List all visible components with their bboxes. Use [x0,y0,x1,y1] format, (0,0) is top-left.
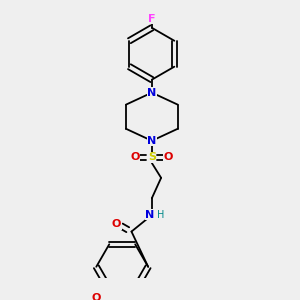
Text: N: N [146,210,154,220]
Text: N: N [147,136,157,146]
Text: S: S [148,152,156,163]
Text: O: O [112,219,121,229]
Text: F: F [148,14,156,23]
Text: O: O [164,152,173,163]
Text: O: O [130,152,140,163]
Text: H: H [158,210,165,220]
Text: N: N [147,88,157,98]
Text: O: O [92,293,101,300]
